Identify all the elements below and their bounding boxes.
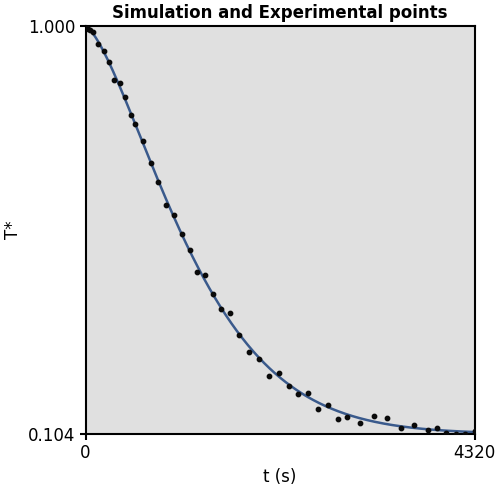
Point bbox=[154, 178, 162, 186]
Point bbox=[82, 23, 90, 30]
Point bbox=[461, 430, 469, 438]
Point bbox=[275, 369, 283, 377]
Point bbox=[105, 58, 113, 66]
Point bbox=[178, 230, 186, 238]
Point bbox=[170, 211, 178, 219]
Point bbox=[88, 28, 96, 36]
Point bbox=[370, 413, 378, 420]
Point bbox=[294, 390, 302, 398]
Point bbox=[226, 310, 234, 318]
Point bbox=[410, 421, 418, 429]
Point bbox=[397, 423, 405, 431]
Point bbox=[131, 121, 139, 128]
Point bbox=[304, 390, 312, 397]
Y-axis label: T*: T* bbox=[4, 221, 22, 240]
Point bbox=[324, 401, 332, 409]
Point bbox=[116, 79, 124, 87]
Point bbox=[126, 111, 134, 119]
Point bbox=[194, 268, 202, 275]
Point bbox=[236, 331, 244, 339]
Point bbox=[186, 245, 194, 253]
Point bbox=[121, 93, 129, 101]
Point bbox=[162, 201, 170, 209]
Title: Simulation and Experimental points: Simulation and Experimental points bbox=[112, 4, 448, 22]
Point bbox=[334, 415, 342, 422]
Point bbox=[84, 25, 92, 33]
Point bbox=[255, 355, 263, 363]
Point bbox=[201, 270, 209, 278]
Point bbox=[343, 413, 351, 420]
Point bbox=[216, 305, 224, 313]
Point bbox=[146, 159, 154, 167]
Point bbox=[452, 430, 460, 438]
Point bbox=[265, 372, 273, 380]
Point bbox=[433, 424, 441, 432]
Point bbox=[442, 430, 450, 438]
Point bbox=[209, 290, 217, 297]
Point bbox=[246, 348, 254, 356]
X-axis label: t (s): t (s) bbox=[264, 468, 297, 486]
Point bbox=[356, 419, 364, 427]
Point bbox=[284, 382, 292, 390]
Point bbox=[139, 137, 147, 145]
Point bbox=[86, 26, 94, 34]
Point bbox=[384, 414, 392, 422]
Point bbox=[314, 405, 322, 413]
Point bbox=[424, 426, 432, 434]
Point bbox=[110, 76, 118, 84]
Point bbox=[470, 427, 478, 435]
Point bbox=[100, 48, 108, 55]
Point bbox=[94, 41, 102, 49]
